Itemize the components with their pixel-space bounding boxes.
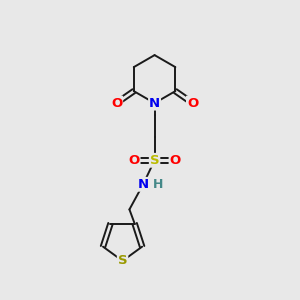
Text: H: H [153, 178, 163, 191]
Text: N: N [138, 178, 149, 191]
Text: O: O [187, 97, 198, 110]
Text: O: O [128, 154, 140, 167]
Text: O: O [111, 97, 122, 110]
Text: O: O [169, 154, 181, 167]
Text: S: S [118, 254, 128, 267]
Text: S: S [150, 154, 159, 167]
Text: N: N [149, 97, 160, 110]
